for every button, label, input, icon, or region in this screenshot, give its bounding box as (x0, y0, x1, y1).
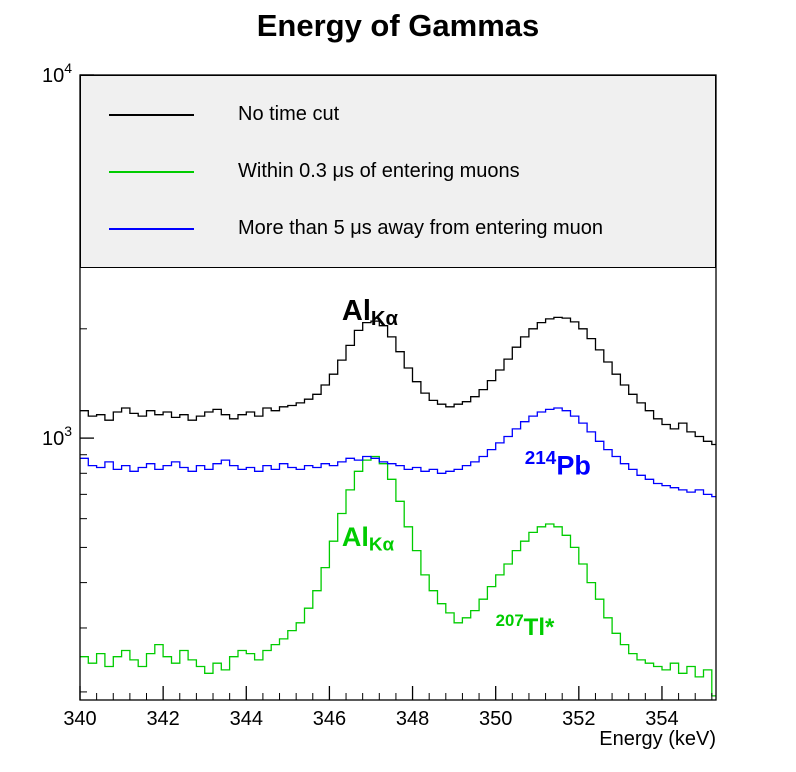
legend-label: More than 5 μs away from entering muon (238, 217, 604, 239)
x-tick-label: 340 (63, 708, 96, 730)
legend-line-sample-green (109, 170, 194, 173)
x-tick-label: 346 (313, 708, 346, 730)
x-axis-title: Energy (keV) (599, 728, 716, 750)
histogram-series-2 (80, 407, 716, 498)
legend-item-no-time-cut: No time cut (81, 103, 715, 126)
legend-line-sample-blue (109, 227, 194, 230)
histogram-series-1 (80, 455, 716, 697)
x-tick-label: 352 (562, 708, 595, 730)
x-tick-label: 354 (645, 708, 678, 730)
legend: No time cut Within 0.3 μs of entering mu… (80, 75, 716, 268)
x-tick-label: 344 (230, 708, 263, 730)
legend-item-within-muon-window: Within 0.3 μs of entering muons (81, 160, 715, 183)
legend-label: No time cut (238, 103, 340, 125)
x-tick-label: 342 (146, 708, 179, 730)
x-tick-label: 350 (479, 708, 512, 730)
legend-label: Within 0.3 μs of entering muons (238, 160, 520, 182)
legend-line-sample-black (109, 113, 194, 116)
legend-item-away-from-muon: More than 5 μs away from entering muon (81, 217, 715, 240)
x-tick-label: 348 (396, 708, 429, 730)
y-tick-label: 103 (42, 423, 72, 450)
histogram-series-0 (80, 316, 716, 446)
chart-title: Energy of Gammas (256, 8, 540, 43)
y-tick-label: 104 (42, 60, 72, 87)
